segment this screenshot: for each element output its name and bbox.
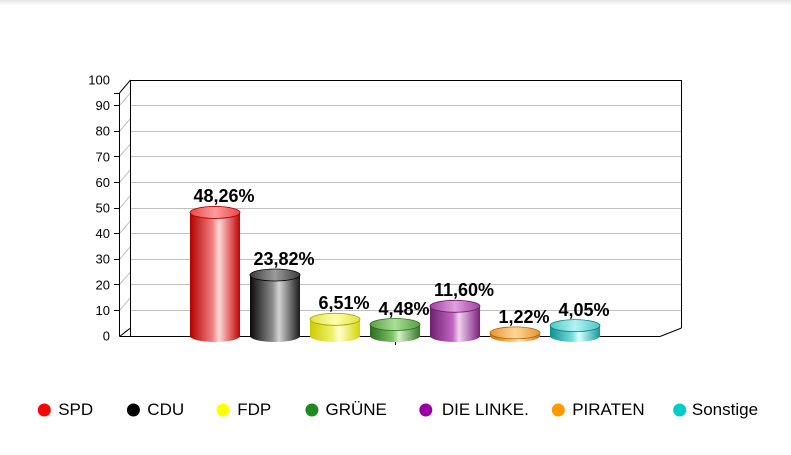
svg-text:40: 40 (96, 226, 110, 241)
svg-text:PIRATEN: PIRATEN (572, 400, 644, 419)
svg-text:20: 20 (96, 277, 110, 292)
svg-text:30: 30 (96, 252, 110, 267)
svg-text:48,26%: 48,26% (193, 186, 254, 206)
svg-text:SPD: SPD (58, 400, 93, 419)
svg-text:4,48%: 4,48% (378, 299, 429, 319)
svg-text:70: 70 (96, 149, 110, 164)
svg-text:4,05%: 4,05% (558, 300, 609, 320)
svg-text:50: 50 (96, 201, 110, 216)
svg-text:GRÜNE: GRÜNE (326, 400, 387, 419)
svg-text:23,82%: 23,82% (253, 249, 314, 269)
svg-text:CDU: CDU (147, 400, 184, 419)
svg-text:60: 60 (96, 175, 110, 190)
svg-text:0: 0 (103, 329, 110, 344)
svg-text:FDP: FDP (237, 400, 271, 419)
svg-text:80: 80 (96, 124, 110, 139)
svg-text:Sonstige: Sonstige (692, 400, 758, 419)
svg-text:1,22%: 1,22% (498, 307, 549, 327)
svg-text:DIE LINKE.: DIE LINKE. (442, 400, 529, 419)
svg-text:11,60%: 11,60% (434, 280, 494, 300)
svg-text:10: 10 (96, 303, 110, 318)
svg-text:6,51%: 6,51% (318, 293, 369, 313)
svg-text:100: 100 (88, 73, 110, 88)
svg-text:90: 90 (96, 98, 110, 113)
